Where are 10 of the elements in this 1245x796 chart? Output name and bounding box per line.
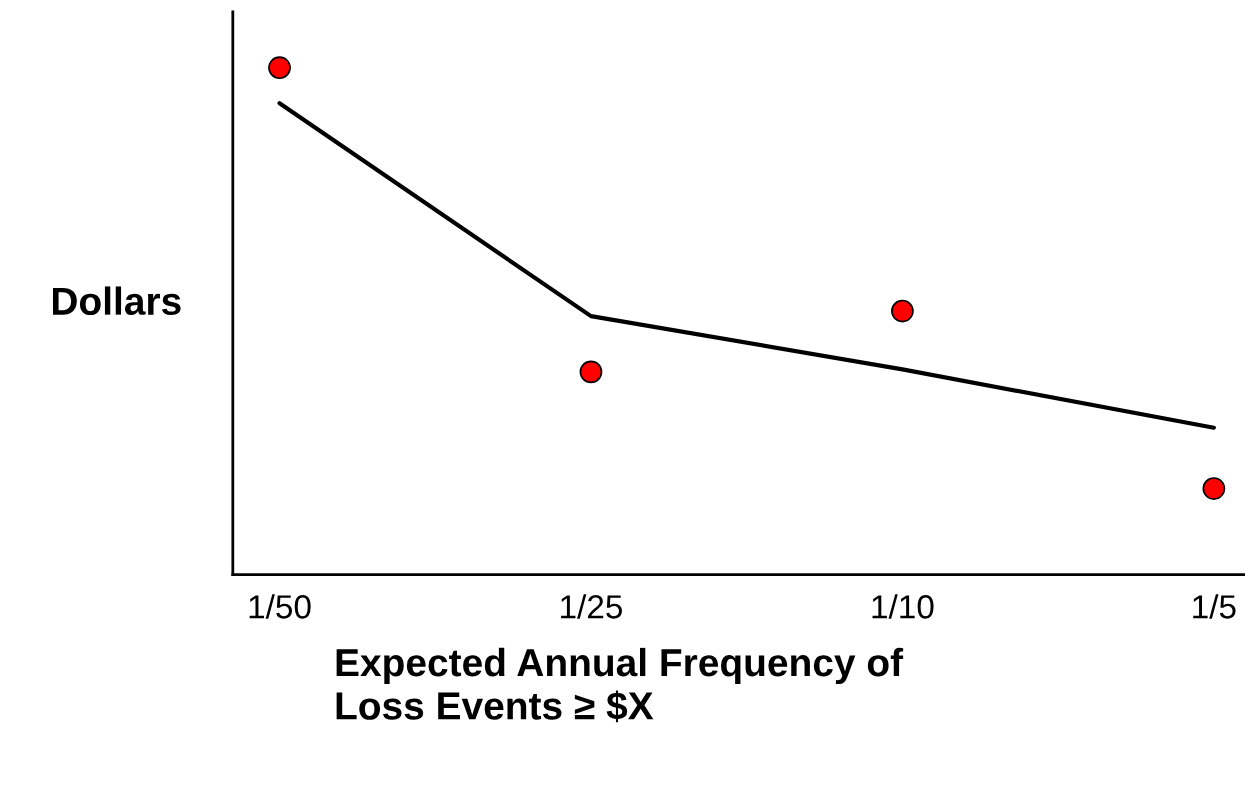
point (268, 56, 291, 80)
y-axis-title: Dollars (52, 286, 181, 316)
point (579, 360, 603, 384)
point (891, 299, 914, 323)
x-tick-label: 1/5 (1193, 594, 1236, 619)
x-axis-title: Expected Annual Frequency of Loss Events ≥ $X (336, 647, 904, 723)
x-tick-label: 1/25 (561, 594, 623, 619)
x-tick-label: 1/10 (872, 594, 934, 619)
point (1202, 477, 1226, 500)
x-tick-label: 1/50 (249, 594, 311, 619)
